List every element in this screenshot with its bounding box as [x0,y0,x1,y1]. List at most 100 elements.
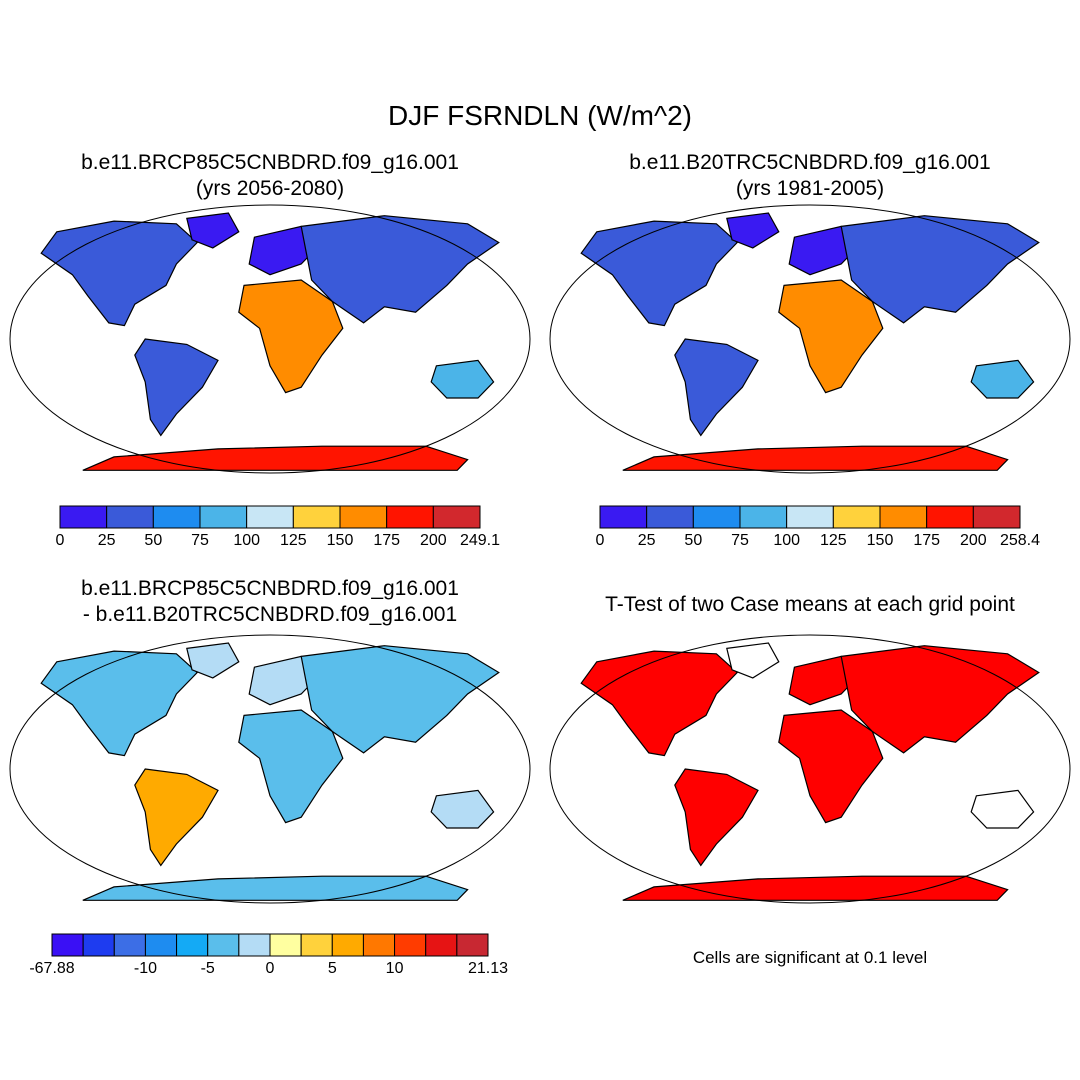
panel1-years: (yrs 2056-2080) [195,177,345,200]
colorbar-swatch [269,933,302,957]
colorbar-swatch [199,505,248,529]
colorbar-tick-label: 100 [773,532,800,549]
colorbar-swatch [51,933,84,957]
continent-southAmerica [134,768,219,867]
continent-northAmerica [40,650,199,757]
continent-southAmerica [134,338,219,437]
colorbar-tick-label: 50 [684,532,702,549]
colorbar-tick-label: 0 [56,532,65,549]
continent-greenland [726,212,780,249]
colorbar-swatch [599,505,648,529]
colorbar-tick-label: 50 [144,532,162,549]
colorbar-swatch [692,505,741,529]
colorbar-tick-label: 25 [98,532,116,549]
colorbar-tick-label: 150 [327,532,354,549]
colorbar-tick-label: 125 [280,532,307,549]
colorbar-swatch [106,505,154,529]
panel4-title: T-Test of two Case means at each grid po… [560,592,1060,618]
colorbar-future: 0 25 50 75 100 125 150 175 200 249.1 [40,500,500,550]
colorbar-tick-label: -10 [134,960,157,977]
colorbar-swatch [331,933,364,957]
colorbar-tick-label: -67.88 [29,960,74,977]
colorbar-swatch [82,933,115,957]
colorbar-swatch [739,505,788,529]
continent-northAmerica [580,650,739,757]
colorbar-swatch [292,505,341,529]
continent-southAmerica [674,338,759,437]
continent-greenland [726,642,780,679]
colorbar-difference: -67.88 -10 -5 0 5 10 21.13 [20,928,520,978]
continent-greenland [186,642,240,679]
colorbar-tick-label: -5 [201,960,215,977]
colorbar-tick-label: 25 [638,532,656,549]
panel1-title: b.e11.BRCP85C5CNBDRD.f09_g16.001 (yrs 20… [20,150,520,202]
colorbar-tick-label: 21.13 [468,960,508,977]
colorbar-swatch [394,933,427,957]
colorbar-tick-label: 150 [867,532,894,549]
panel2-years: (yrs 1981-2005) [735,177,885,200]
continent-africa [238,709,344,824]
colorbar-tick-label: 125 [820,532,847,549]
colorbar-swatch [238,933,271,957]
colorbar-tick-label: 5 [328,960,337,977]
colorbar-swatch [425,933,458,957]
map-frame [549,634,1071,904]
continent-northAmerica [40,220,199,327]
continent-africa [238,279,344,394]
colorbar-tick-label: 75 [191,532,209,549]
colorbar-swatch [432,505,481,529]
map-frame [9,204,531,474]
continent-australia [970,789,1035,829]
continent-australia [430,789,495,829]
colorbar-tick-label: 175 [373,532,400,549]
colorbar-tick-label: 258.4 [1000,532,1040,549]
continent-antarctica [82,445,469,471]
colorbar-swatch [207,933,240,957]
colorbar-swatch [59,505,108,529]
colorbar-tick-label: 200 [960,532,987,549]
panel3-case-b: - b.e11.B20TRC5CNBDRD.f09_g16.001 [82,603,458,626]
continent-antarctica [622,875,1009,901]
colorbar-tick-label: 0 [596,532,605,549]
colorbar-swatch [176,933,209,957]
figure-title: DJF FSRNDLN (W/m^2) [387,100,692,131]
colorbar-tick-label: 200 [420,532,447,549]
colorbar-swatch [339,505,388,529]
colorbar-swatch [926,505,974,529]
continent-africa [778,709,884,824]
panel2-title: b.e11.B20TRC5CNBDRD.f09_g16.001 (yrs 198… [560,150,1060,202]
continent-antarctica [622,445,1009,471]
map-frame [549,204,1071,474]
colorbar-tick-label: 175 [913,532,940,549]
colorbar-swatch [144,933,178,957]
colorbar-tick-label: 10 [386,960,404,977]
panel4-ttest-title: T-Test of two Case means at each grid po… [605,593,1015,616]
colorbar-swatch [246,505,294,529]
colorbar-tick-label: 249.1 [460,532,500,549]
panel2-case-name: b.e11.B20TRC5CNBDRD.f09_g16.001 [629,151,991,174]
continent-antarctica [82,875,469,901]
colorbar-historical: 0 25 50 75 100 125 150 175 200 258.4 [580,500,1040,550]
colorbar-swatch [879,505,928,529]
continent-greenland [186,212,240,249]
colorbar-swatch [113,933,146,957]
continent-australia [430,359,495,399]
continent-australia [970,359,1035,399]
colorbar-swatch [646,505,694,529]
colorbar-swatch [362,933,396,957]
colorbar-swatch [386,505,434,529]
panel1-case-name: b.e11.BRCP85C5CNBDRD.f09_g16.001 [81,151,459,174]
colorbar-swatch [456,933,489,957]
colorbar-swatch [152,505,201,529]
map-frame [9,634,531,904]
colorbar-swatch [786,505,834,529]
continent-northAmerica [580,220,739,327]
colorbar-tick-label: 100 [233,532,260,549]
colorbar-tick-label: 0 [266,960,275,977]
panel3-case-a: b.e11.BRCP85C5CNBDRD.f09_g16.001 [81,577,459,600]
colorbar-swatch [972,505,1021,529]
panel3-title: b.e11.BRCP85C5CNBDRD.f09_g16.001 - b.e11… [20,576,520,628]
significance-note: Cells are significant at 0.1 level [692,948,928,967]
continent-africa [778,279,884,394]
